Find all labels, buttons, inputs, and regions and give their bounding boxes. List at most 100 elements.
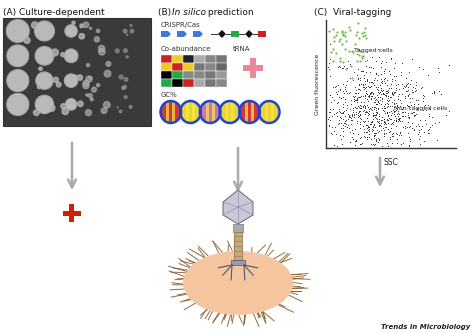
- Point: [341, 124, 349, 129]
- Bar: [233, 224, 243, 232]
- Point: [365, 83, 372, 89]
- Circle shape: [77, 75, 82, 80]
- Circle shape: [106, 62, 111, 66]
- Point: [377, 86, 385, 91]
- Point: [339, 128, 346, 134]
- Circle shape: [71, 56, 76, 61]
- Point: [369, 117, 376, 122]
- Point: [337, 95, 345, 100]
- Point: [421, 117, 429, 122]
- Point: [332, 84, 339, 90]
- Point: [406, 81, 414, 87]
- Point: [374, 135, 382, 140]
- Point: [390, 100, 397, 105]
- Point: [390, 74, 398, 79]
- Point: [419, 93, 427, 98]
- Point: [360, 53, 367, 58]
- Point: [416, 134, 424, 139]
- Circle shape: [79, 34, 84, 39]
- Point: [384, 120, 392, 125]
- Point: [362, 69, 370, 74]
- Point: [349, 107, 357, 112]
- Point: [425, 105, 433, 111]
- Point: [356, 95, 364, 100]
- Point: [332, 89, 340, 94]
- Point: [346, 113, 353, 118]
- Point: [379, 87, 386, 92]
- Point: [405, 135, 412, 140]
- Point: [338, 42, 346, 47]
- Point: [336, 87, 344, 92]
- Point: [329, 59, 337, 64]
- Point: [407, 139, 414, 144]
- Point: [369, 55, 376, 60]
- Point: [359, 123, 366, 129]
- Point: [377, 72, 385, 77]
- Point: [365, 93, 373, 99]
- Point: [343, 108, 350, 113]
- Point: [351, 115, 358, 120]
- Point: [337, 136, 344, 142]
- Point: [409, 90, 417, 95]
- Point: [374, 84, 382, 89]
- Point: [358, 105, 365, 110]
- Point: [368, 89, 376, 94]
- Point: [393, 112, 401, 117]
- Point: [371, 130, 379, 135]
- Point: [394, 93, 402, 99]
- Bar: [161, 71, 172, 79]
- Bar: [172, 63, 183, 71]
- Point: [369, 123, 377, 129]
- Point: [383, 110, 391, 116]
- Point: [369, 125, 376, 130]
- Point: [379, 126, 386, 131]
- Point: [359, 84, 367, 89]
- Point: [336, 38, 343, 44]
- Point: [425, 114, 433, 119]
- Point: [341, 113, 349, 119]
- Point: [387, 126, 395, 131]
- Point: [392, 117, 400, 122]
- Point: [406, 95, 414, 100]
- Point: [388, 112, 395, 117]
- Point: [342, 84, 349, 90]
- Point: [430, 89, 438, 94]
- Point: [346, 114, 353, 119]
- Point: [326, 110, 334, 115]
- Point: [372, 139, 380, 144]
- Point: [371, 142, 378, 148]
- Point: [378, 58, 386, 64]
- Point: [367, 90, 374, 95]
- Point: [420, 138, 428, 143]
- Point: [347, 63, 355, 69]
- Bar: [3, 18, 151, 126]
- Point: [340, 91, 347, 96]
- Point: [330, 46, 337, 52]
- Point: [361, 100, 368, 105]
- Point: [381, 70, 388, 75]
- FancyArrow shape: [193, 31, 203, 37]
- Bar: [216, 55, 227, 63]
- Point: [363, 135, 371, 140]
- Point: [381, 118, 388, 124]
- Point: [404, 85, 412, 90]
- Circle shape: [85, 110, 91, 116]
- Point: [405, 114, 413, 120]
- Point: [372, 109, 380, 114]
- Polygon shape: [223, 190, 253, 224]
- Point: [386, 129, 393, 134]
- Point: [374, 130, 382, 135]
- Point: [330, 143, 337, 148]
- Point: [356, 88, 364, 93]
- Point: [350, 137, 357, 142]
- Point: [360, 73, 367, 78]
- Point: [388, 121, 396, 126]
- Point: [395, 116, 402, 121]
- Circle shape: [34, 110, 39, 116]
- Point: [365, 125, 372, 130]
- Point: [413, 111, 420, 116]
- Ellipse shape: [180, 101, 201, 123]
- Point: [401, 93, 409, 99]
- Point: [377, 127, 385, 133]
- Point: [358, 100, 365, 105]
